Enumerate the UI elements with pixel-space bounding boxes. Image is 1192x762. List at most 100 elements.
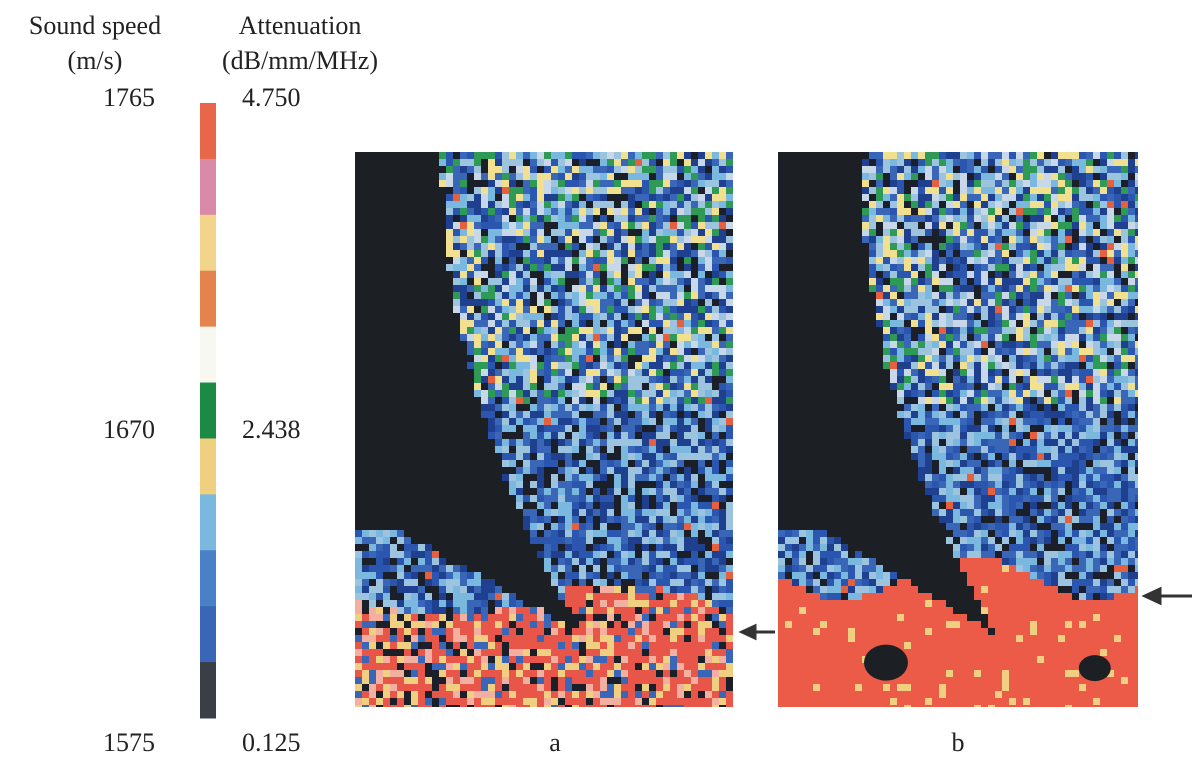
texture-cell [453, 621, 460, 628]
texture-cell [698, 278, 705, 285]
texture-cell [607, 684, 614, 691]
texture-cell [897, 299, 904, 306]
texture-cell [607, 565, 614, 572]
texture-cell [1107, 194, 1114, 201]
texture-cell [656, 313, 663, 320]
texture-cell [1009, 278, 1016, 285]
texture-cell [607, 222, 614, 229]
texture-cell [362, 565, 369, 572]
texture-cell [939, 341, 946, 348]
texture-cell [656, 649, 663, 656]
texture-cell [460, 187, 467, 194]
texture-cell [1023, 152, 1030, 159]
texture-cell [376, 621, 383, 628]
texture-cell [586, 488, 593, 495]
texture-cell [1002, 313, 1009, 320]
texture-cell [495, 705, 502, 707]
texture-cell [1086, 355, 1093, 362]
texture-cell [453, 691, 460, 698]
texture-cell [467, 222, 474, 229]
texture-cell [495, 313, 502, 320]
texture-cell [883, 201, 890, 208]
texture-cell [495, 194, 502, 201]
texture-cell [705, 460, 712, 467]
texture-cell [614, 236, 621, 243]
texture-cell [1107, 383, 1114, 390]
texture-cell [607, 621, 614, 628]
texture-cell [390, 565, 397, 572]
texture-cell [883, 222, 890, 229]
texture-cell [663, 523, 670, 530]
texture-cell [600, 173, 607, 180]
texture-cell [628, 341, 635, 348]
texture-cell [579, 439, 586, 446]
texture-cell [453, 187, 460, 194]
texture-cell [1107, 222, 1114, 229]
texture-cell [586, 173, 593, 180]
texture-cell [600, 628, 607, 635]
texture-cell [439, 173, 446, 180]
texture-cell [544, 341, 551, 348]
texture-cell [960, 180, 967, 187]
texture-cell [1100, 404, 1107, 411]
texture-cell [911, 411, 918, 418]
texture-cell [911, 152, 918, 159]
texture-cell [537, 516, 544, 523]
texture-cell [691, 264, 698, 271]
texture-cell [383, 663, 390, 670]
texture-cell [558, 285, 565, 292]
texture-cell [1058, 320, 1065, 327]
texture-cell [698, 432, 705, 439]
texture-cell [1072, 355, 1079, 362]
texture-cell [537, 173, 544, 180]
texture-cell [502, 313, 509, 320]
texture-cell [628, 586, 635, 593]
texture-cell [1030, 411, 1037, 418]
texture-cell [712, 530, 719, 537]
texture-cell [460, 208, 467, 215]
texture-cell [670, 236, 677, 243]
texture-cell [579, 397, 586, 404]
texture-cell [698, 502, 705, 509]
texture-cell [726, 257, 733, 264]
texture-cell [995, 390, 1002, 397]
texture-cell [981, 152, 988, 159]
texture-cell [523, 194, 530, 201]
texture-cell [1065, 264, 1072, 271]
texture-cell [911, 404, 918, 411]
texture-cell [614, 621, 621, 628]
texture-cell [614, 201, 621, 208]
texture-cell [897, 383, 904, 390]
texture-cell [705, 208, 712, 215]
texture-cell [544, 376, 551, 383]
texture-cell [719, 173, 726, 180]
texture-cell [691, 670, 698, 677]
texture-cell [883, 320, 890, 327]
texture-cell [995, 278, 1002, 285]
texture-cell [572, 530, 579, 537]
texture-cell [939, 397, 946, 404]
texture-cell [1079, 229, 1086, 236]
texture-cell [698, 215, 705, 222]
texture-cell [663, 614, 670, 621]
texture-cell [663, 376, 670, 383]
texture-cell [551, 341, 558, 348]
texture-cell [897, 376, 904, 383]
texture-cell [883, 208, 890, 215]
texture-cell [897, 355, 904, 362]
texture-cell [1079, 432, 1086, 439]
texture-cell [1107, 166, 1114, 173]
texture-cell [635, 621, 642, 628]
texture-cell [621, 530, 628, 537]
texture-cell [953, 432, 960, 439]
texture-cell [726, 439, 733, 446]
texture-cell [369, 649, 376, 656]
texture-cell [869, 159, 876, 166]
texture-cell [1100, 236, 1107, 243]
texture-cell [705, 579, 712, 586]
texture-cell [509, 320, 516, 327]
texture-cell [869, 292, 876, 299]
texture-cell [565, 250, 572, 257]
texture-cell [1030, 432, 1037, 439]
texture-cell [726, 635, 733, 642]
